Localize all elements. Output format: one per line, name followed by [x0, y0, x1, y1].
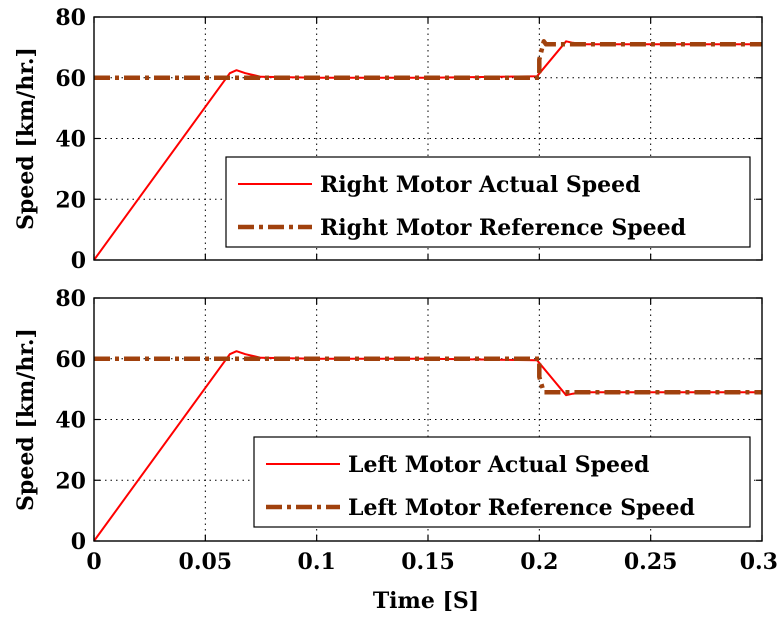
y-tick-label: 0 [71, 248, 86, 274]
legend-label: Right Motor Reference Speed [320, 215, 686, 241]
y-axis-label: Speed [km/hr.] [13, 47, 39, 230]
x-tick-label: 0.3 [740, 549, 778, 575]
top-chart-panel: 0 20 40 60 80 Speed [km/hr.] Right Motor Actua… [13, 5, 763, 274]
y-tick-label: 40 [55, 127, 86, 153]
y-tick-label: 0 [71, 529, 86, 555]
y-tick-label: 40 [55, 408, 86, 434]
y-tick-label: 60 [55, 66, 86, 92]
legend: Right Motor Actual Speed Right Motor Refe… [225, 156, 751, 248]
y-tick-label: 60 [55, 347, 86, 373]
legend-label: Right Motor Actual Speed [320, 172, 641, 198]
y-tick-label: 80 [55, 5, 86, 31]
x-tick-label: 0 [86, 549, 101, 575]
y-axis-label: Speed [km/hr.] [13, 328, 39, 511]
legend-box [253, 436, 751, 528]
legend: Left Motor Actual Speed Left Motor Refere… [253, 436, 751, 528]
y-tick-label: 20 [55, 468, 86, 494]
axes-frame [93, 297, 763, 542]
x-axis-label: Time [S] [373, 588, 479, 614]
x-tick-label: 0.1 [298, 549, 336, 575]
y-tick-label: 80 [55, 286, 86, 312]
x-tick-label: 0.2 [520, 549, 558, 575]
y-tick-label: 20 [55, 187, 86, 213]
series-line-reference [94, 356, 762, 395]
x-tick-label: 0.15 [401, 549, 455, 575]
x-tick-label: 0.25 [624, 549, 678, 575]
bottom-chart-panel: 0 20 40 60 80 0 0.05 0.1 0.15 0.2 0.25 0.3 Speed [km… [13, 286, 778, 575]
legend-box [225, 156, 751, 248]
legend-label: Left Motor Reference Speed [348, 495, 695, 521]
x-tick-label: 0.05 [179, 549, 233, 575]
legend-label: Left Motor Actual Speed [348, 452, 649, 478]
series-line-reference [94, 39, 762, 81]
axes-frame [93, 16, 763, 261]
